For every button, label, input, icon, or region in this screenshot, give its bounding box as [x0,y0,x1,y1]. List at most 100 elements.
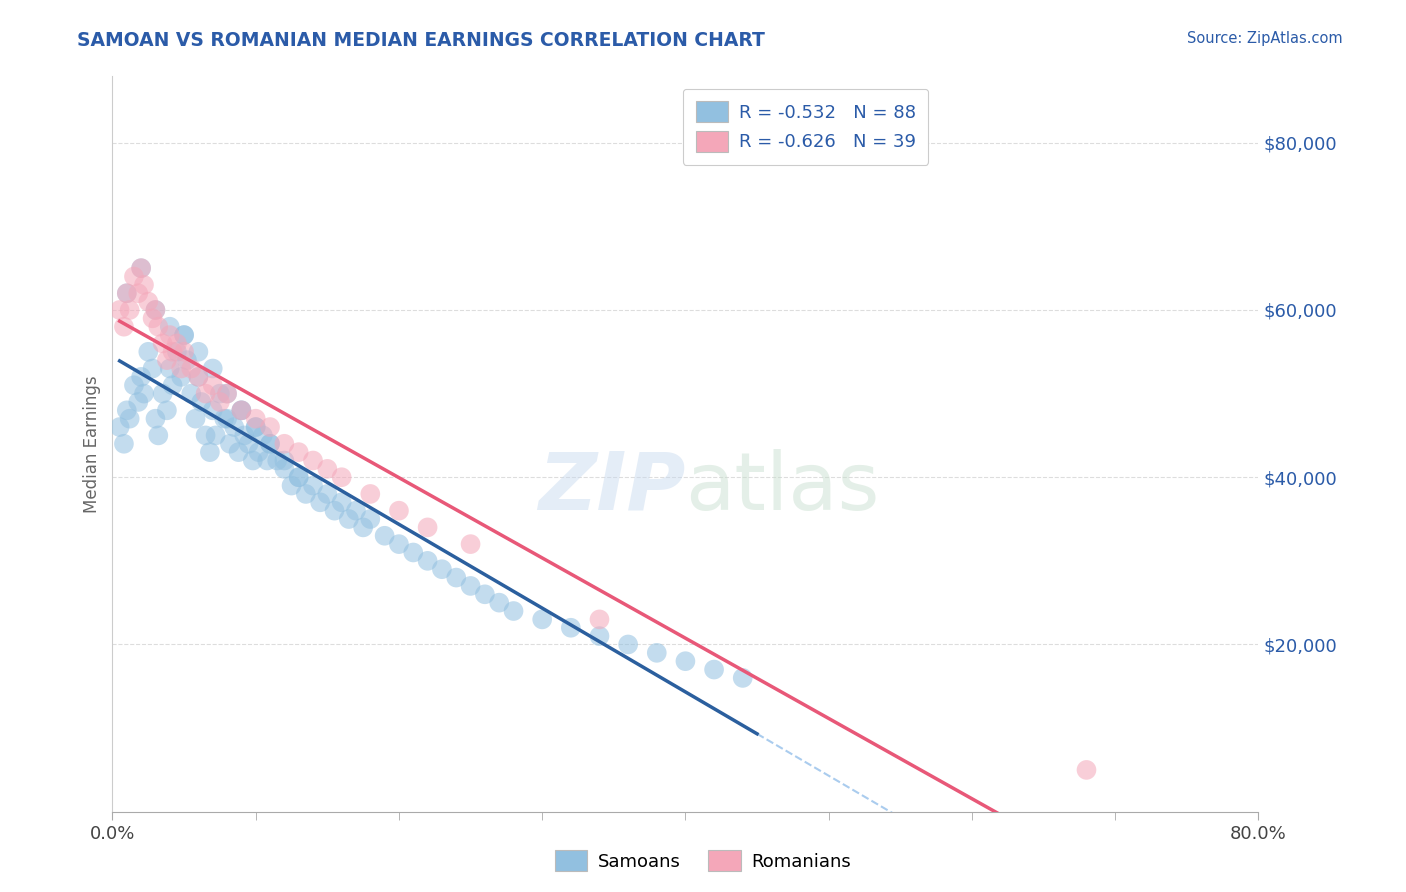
Point [145,411,167,425]
Point [502,604,524,618]
Point [166,336,188,351]
Point [166,344,188,359]
Point [173,328,195,343]
Point [170,361,193,376]
Point [247,445,270,459]
Point [703,663,725,677]
Point [159,328,181,343]
Point [231,403,253,417]
Point [187,344,209,359]
Point [208,395,231,409]
Point [217,411,239,425]
Point [446,571,468,585]
Point [112,437,135,451]
Point [204,428,226,442]
Point [316,462,339,476]
Point [231,403,253,417]
Point [416,520,439,534]
Point [287,445,309,459]
Point [588,612,610,626]
Point [187,369,209,384]
Point [217,386,239,401]
Point [1076,763,1098,777]
Point [266,453,288,467]
Point [323,503,346,517]
Point [330,495,353,509]
Point [152,386,174,401]
Point [460,537,482,551]
Point [187,369,209,384]
Point [731,671,754,685]
Point [217,386,239,401]
Point [208,386,231,401]
Point [132,386,155,401]
Point [145,303,167,318]
Point [201,378,224,392]
Text: atlas: atlas [686,449,880,527]
Point [238,437,260,451]
Point [273,437,295,451]
Point [127,395,149,409]
Point [359,487,381,501]
Point [184,411,207,425]
Point [287,470,309,484]
Point [115,403,138,417]
Point [112,319,135,334]
Text: SAMOAN VS ROMANIAN MEDIAN EARNINGS CORRELATION CHART: SAMOAN VS ROMANIAN MEDIAN EARNINGS CORRE… [77,31,765,50]
Point [118,303,141,318]
Point [108,303,131,318]
Point [122,269,145,284]
Point [645,646,668,660]
Point [129,261,152,276]
Text: Source: ZipAtlas.com: Source: ZipAtlas.com [1187,31,1343,46]
Point [115,286,138,301]
Point [224,420,246,434]
Point [560,621,582,635]
Point [337,512,360,526]
Point [245,420,267,434]
Point [145,303,167,318]
Point [259,420,281,434]
Point [588,629,610,643]
Point [259,437,281,451]
Point [132,277,155,292]
Point [129,261,152,276]
Point [136,294,159,309]
Point [256,453,278,467]
Point [233,428,256,442]
Point [180,386,202,401]
Point [531,612,554,626]
Point [156,403,179,417]
Point [617,637,640,651]
Point [156,353,179,368]
Point [219,437,242,451]
Point [252,428,274,442]
Point [136,344,159,359]
Point [159,319,181,334]
Point [675,654,697,668]
Point [231,403,253,417]
Point [176,353,198,368]
Point [474,587,496,601]
Point [127,286,149,301]
Point [115,286,138,301]
Y-axis label: Median Earnings: Median Earnings [83,375,101,513]
Point [173,344,195,359]
Point [242,453,264,467]
Point [352,520,374,534]
Point [280,478,302,492]
Legend: R = -0.532   N = 88, R = -0.626   N = 39: R = -0.532 N = 88, R = -0.626 N = 39 [683,88,928,164]
Point [194,428,217,442]
Legend: Samoans, Romanians: Samoans, Romanians [547,843,859,879]
Point [273,462,295,476]
Point [416,554,439,568]
Point [273,453,295,467]
Point [194,386,217,401]
Point [302,478,325,492]
Point [162,344,184,359]
Text: ZIP: ZIP [538,449,686,527]
Point [201,403,224,417]
Point [228,445,250,459]
Point [295,487,318,501]
Point [359,512,381,526]
